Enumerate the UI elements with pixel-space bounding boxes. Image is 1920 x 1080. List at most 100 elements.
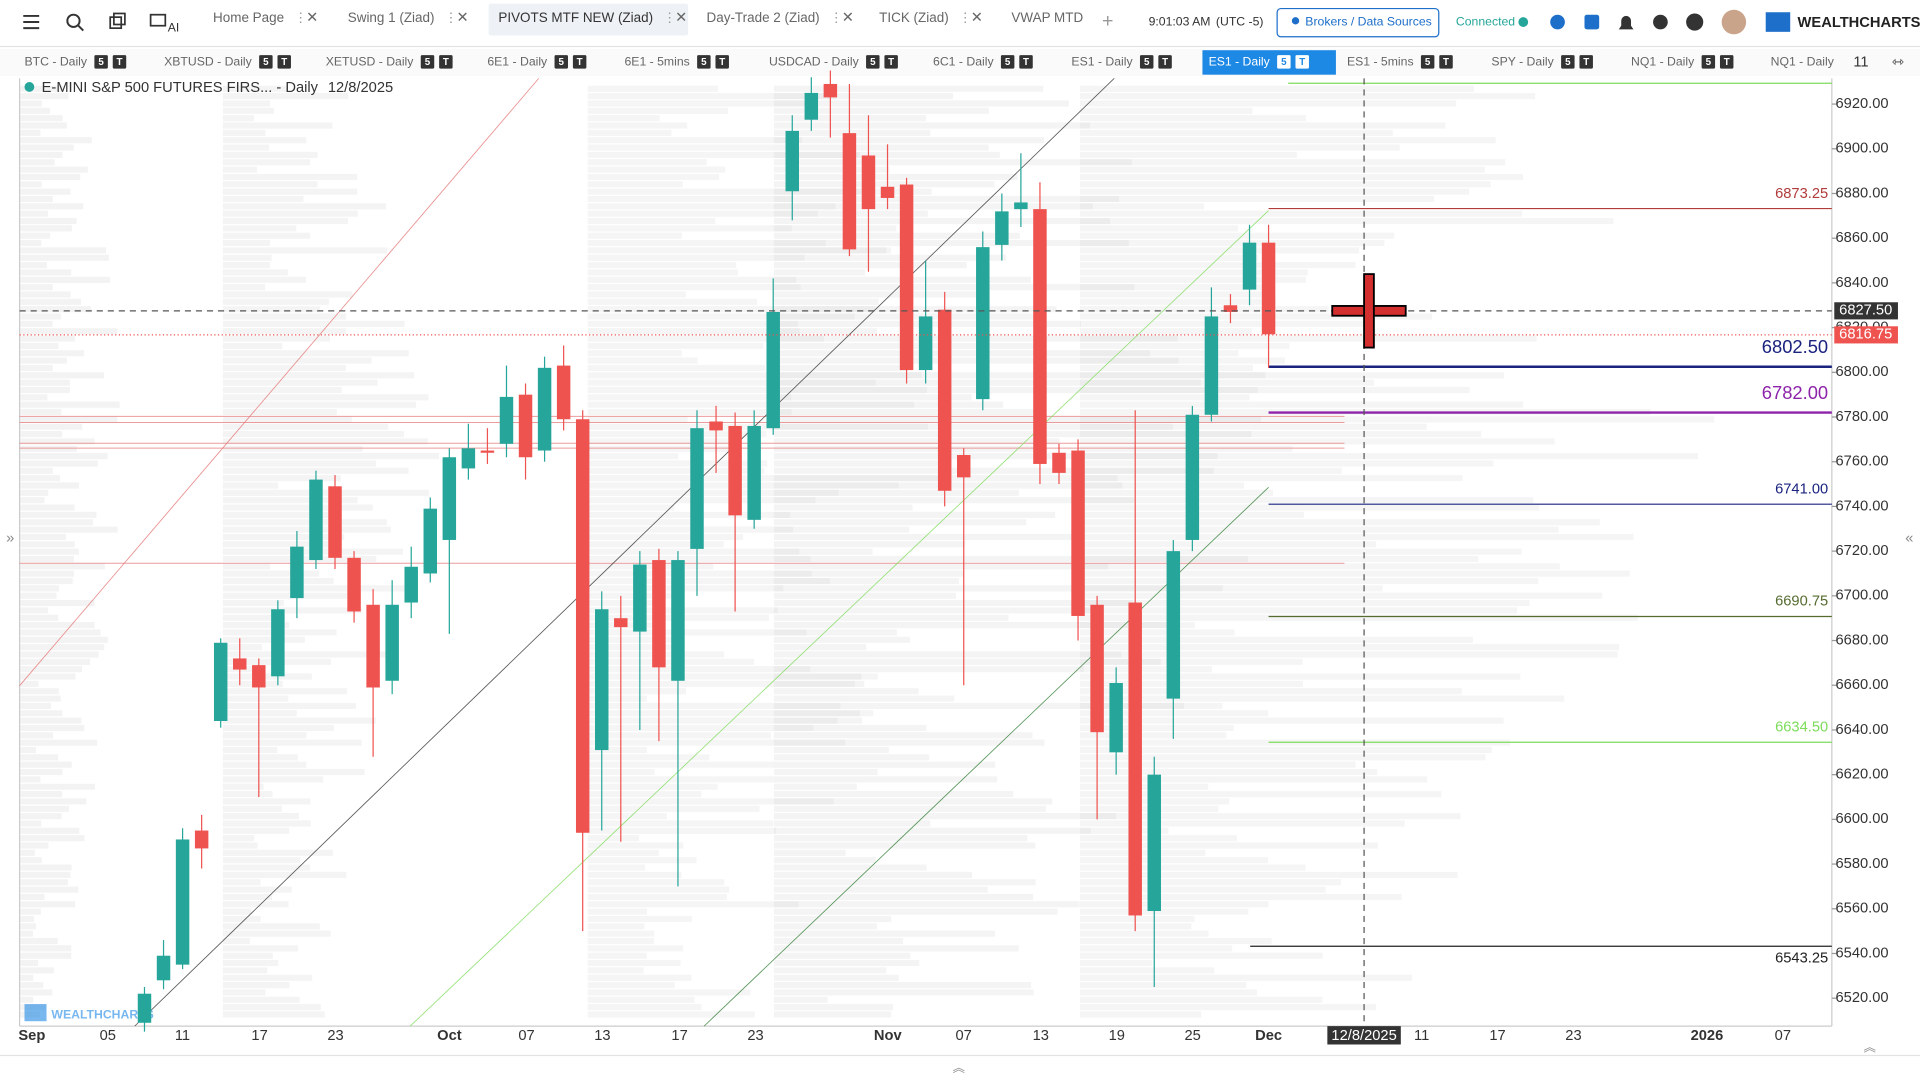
badge[interactable]: 5 [559,57,565,68]
symbol-tab[interactable]: 6E1 - 5mins [624,55,689,69]
avatar[interactable] [1721,9,1747,35]
volume-profile-bar [1080,497,1534,504]
help-icon[interactable] [1686,13,1704,31]
volume-profile-bar [19,159,55,166]
workspace-tab[interactable]: Day-Trade 2 (Ziad) [707,10,820,25]
symbol-tab[interactable]: 6C1 - Daily [933,55,994,69]
workspace-tab[interactable]: VWAP MTD [1011,10,1083,25]
symbol-tab[interactable]: NQ1 - Daily [1771,55,1835,69]
volume-profile-bar [19,930,33,937]
symbol-tab[interactable]: SPY - Daily [1491,55,1554,69]
badge[interactable]: 5 [701,57,707,68]
workspace-tab[interactable]: Swing 1 (Ziad) [348,10,435,25]
badge[interactable]: 5 [98,57,104,68]
workspace-tab[interactable]: Home Page [213,10,284,25]
badge[interactable]: T [1724,57,1730,68]
tab-menu[interactable]: ⋮ [958,10,971,25]
symbol-tab[interactable]: USDCAD - Daily [769,55,860,69]
tab-menu[interactable]: ⋮ [294,10,307,25]
scroll-right[interactable]: ︽ [1864,1040,1876,1054]
badge[interactable]: T [1299,57,1305,68]
symbol-tab[interactable]: BTC - Daily [24,55,87,69]
volume-profile-bar [1080,857,1268,864]
badge[interactable]: 5 [1005,57,1011,68]
volume-profile-bar [773,754,930,761]
badge[interactable]: T [719,57,725,68]
badge[interactable]: T [1583,57,1589,68]
badge[interactable]: 5 [1425,57,1431,68]
badge[interactable]: T [1443,57,1449,68]
bottom-panel-toggle[interactable]: ︽ [953,1061,965,1075]
symbol-tab[interactable]: ES1 - Daily [1209,55,1271,69]
badge[interactable]: T [281,57,287,68]
timezone[interactable]: (UTC -5) [1216,14,1264,28]
symbol-tab[interactable]: NQ1 - Daily [1631,55,1695,69]
more-tabs[interactable]: ⇿ [1892,54,1905,70]
badge[interactable]: 5 [1565,57,1571,68]
badge[interactable]: T [116,57,122,68]
volume-profile-bar [773,813,1117,820]
volume-profile-bar [587,431,767,438]
tab-close[interactable]: ✕ [675,10,687,26]
tab-close[interactable]: ✕ [306,10,318,26]
badge[interactable]: 5 [263,57,269,68]
badge[interactable]: 5 [1706,57,1712,68]
add-tab[interactable]: + [1102,10,1113,32]
workspace-tab[interactable]: PIVOTS MTF NEW (Ziad) [498,10,653,25]
volume-profile-bar [773,291,987,298]
badge[interactable]: T [577,57,583,68]
volume-profile-bar [587,100,809,107]
brokers-button[interactable] [1276,7,1440,38]
badge[interactable]: T [888,57,894,68]
badge[interactable]: T [443,57,449,68]
windows-icon[interactable] [109,12,126,30]
volume-profile-bar [222,313,347,320]
volume-profile-bar [773,680,865,687]
tab-close[interactable]: ✕ [842,10,854,26]
users-icon[interactable] [1550,14,1565,30]
badge-bg [715,55,729,69]
symbol-tab[interactable]: XBTUSD - Daily [164,55,253,69]
volume-profile-bar [222,614,286,621]
badge[interactable]: T [1162,57,1168,68]
logo-text: WEALTHCHARTS [1798,15,1920,31]
settings-icon[interactable] [1653,14,1668,30]
symbol-tab[interactable]: 6E1 - Daily [487,55,548,69]
ai-icon[interactable]: AI [149,13,180,35]
volume-profile-bar [773,408,1041,416]
volume-profile-bar [19,864,72,871]
volume-profile-bar [773,989,1034,996]
badge[interactable]: T [1023,57,1029,68]
symbol-tab[interactable]: ES1 - Daily [1071,55,1133,69]
badge[interactable]: 5 [1281,57,1287,68]
bell-icon[interactable] [1618,15,1634,30]
tab-menu[interactable]: ⋮ [663,10,676,25]
volume-profile-bar [1080,159,1506,166]
volume-profile-bar [1080,519,1600,526]
volume-profile-bar [19,614,59,621]
search-icon[interactable] [66,13,84,32]
right-panel-toggle[interactable]: « [1905,531,1913,547]
tab-close[interactable]: ✕ [971,10,983,26]
symbol-tab[interactable]: XETUSD - Daily [326,55,415,69]
volume-profile-bar [773,372,1266,379]
save-icon[interactable] [1584,14,1600,30]
candle-body [233,658,247,670]
menu-icon[interactable] [23,14,40,30]
badge[interactable]: 5 [1144,57,1150,68]
badge[interactable]: 5 [425,57,431,68]
tab-close[interactable]: ✕ [457,10,469,26]
tab-count[interactable]: 11 [1853,54,1868,70]
badge[interactable]: 5 [870,57,876,68]
left-panel-toggle[interactable]: » [6,531,14,547]
volume-profile-bar [1080,614,1638,621]
volume-profile-bar [587,262,737,269]
candle-body [747,425,761,520]
volume-profile-bar [587,835,640,842]
tab-menu[interactable]: ⋮ [829,10,842,25]
volume-profile-bar [222,768,365,776]
symbol-tab[interactable]: ES1 - 5mins [1347,55,1414,69]
tab-menu[interactable]: ⋮ [444,10,457,25]
workspace-tab[interactable]: TICK (Ziad) [879,10,949,25]
